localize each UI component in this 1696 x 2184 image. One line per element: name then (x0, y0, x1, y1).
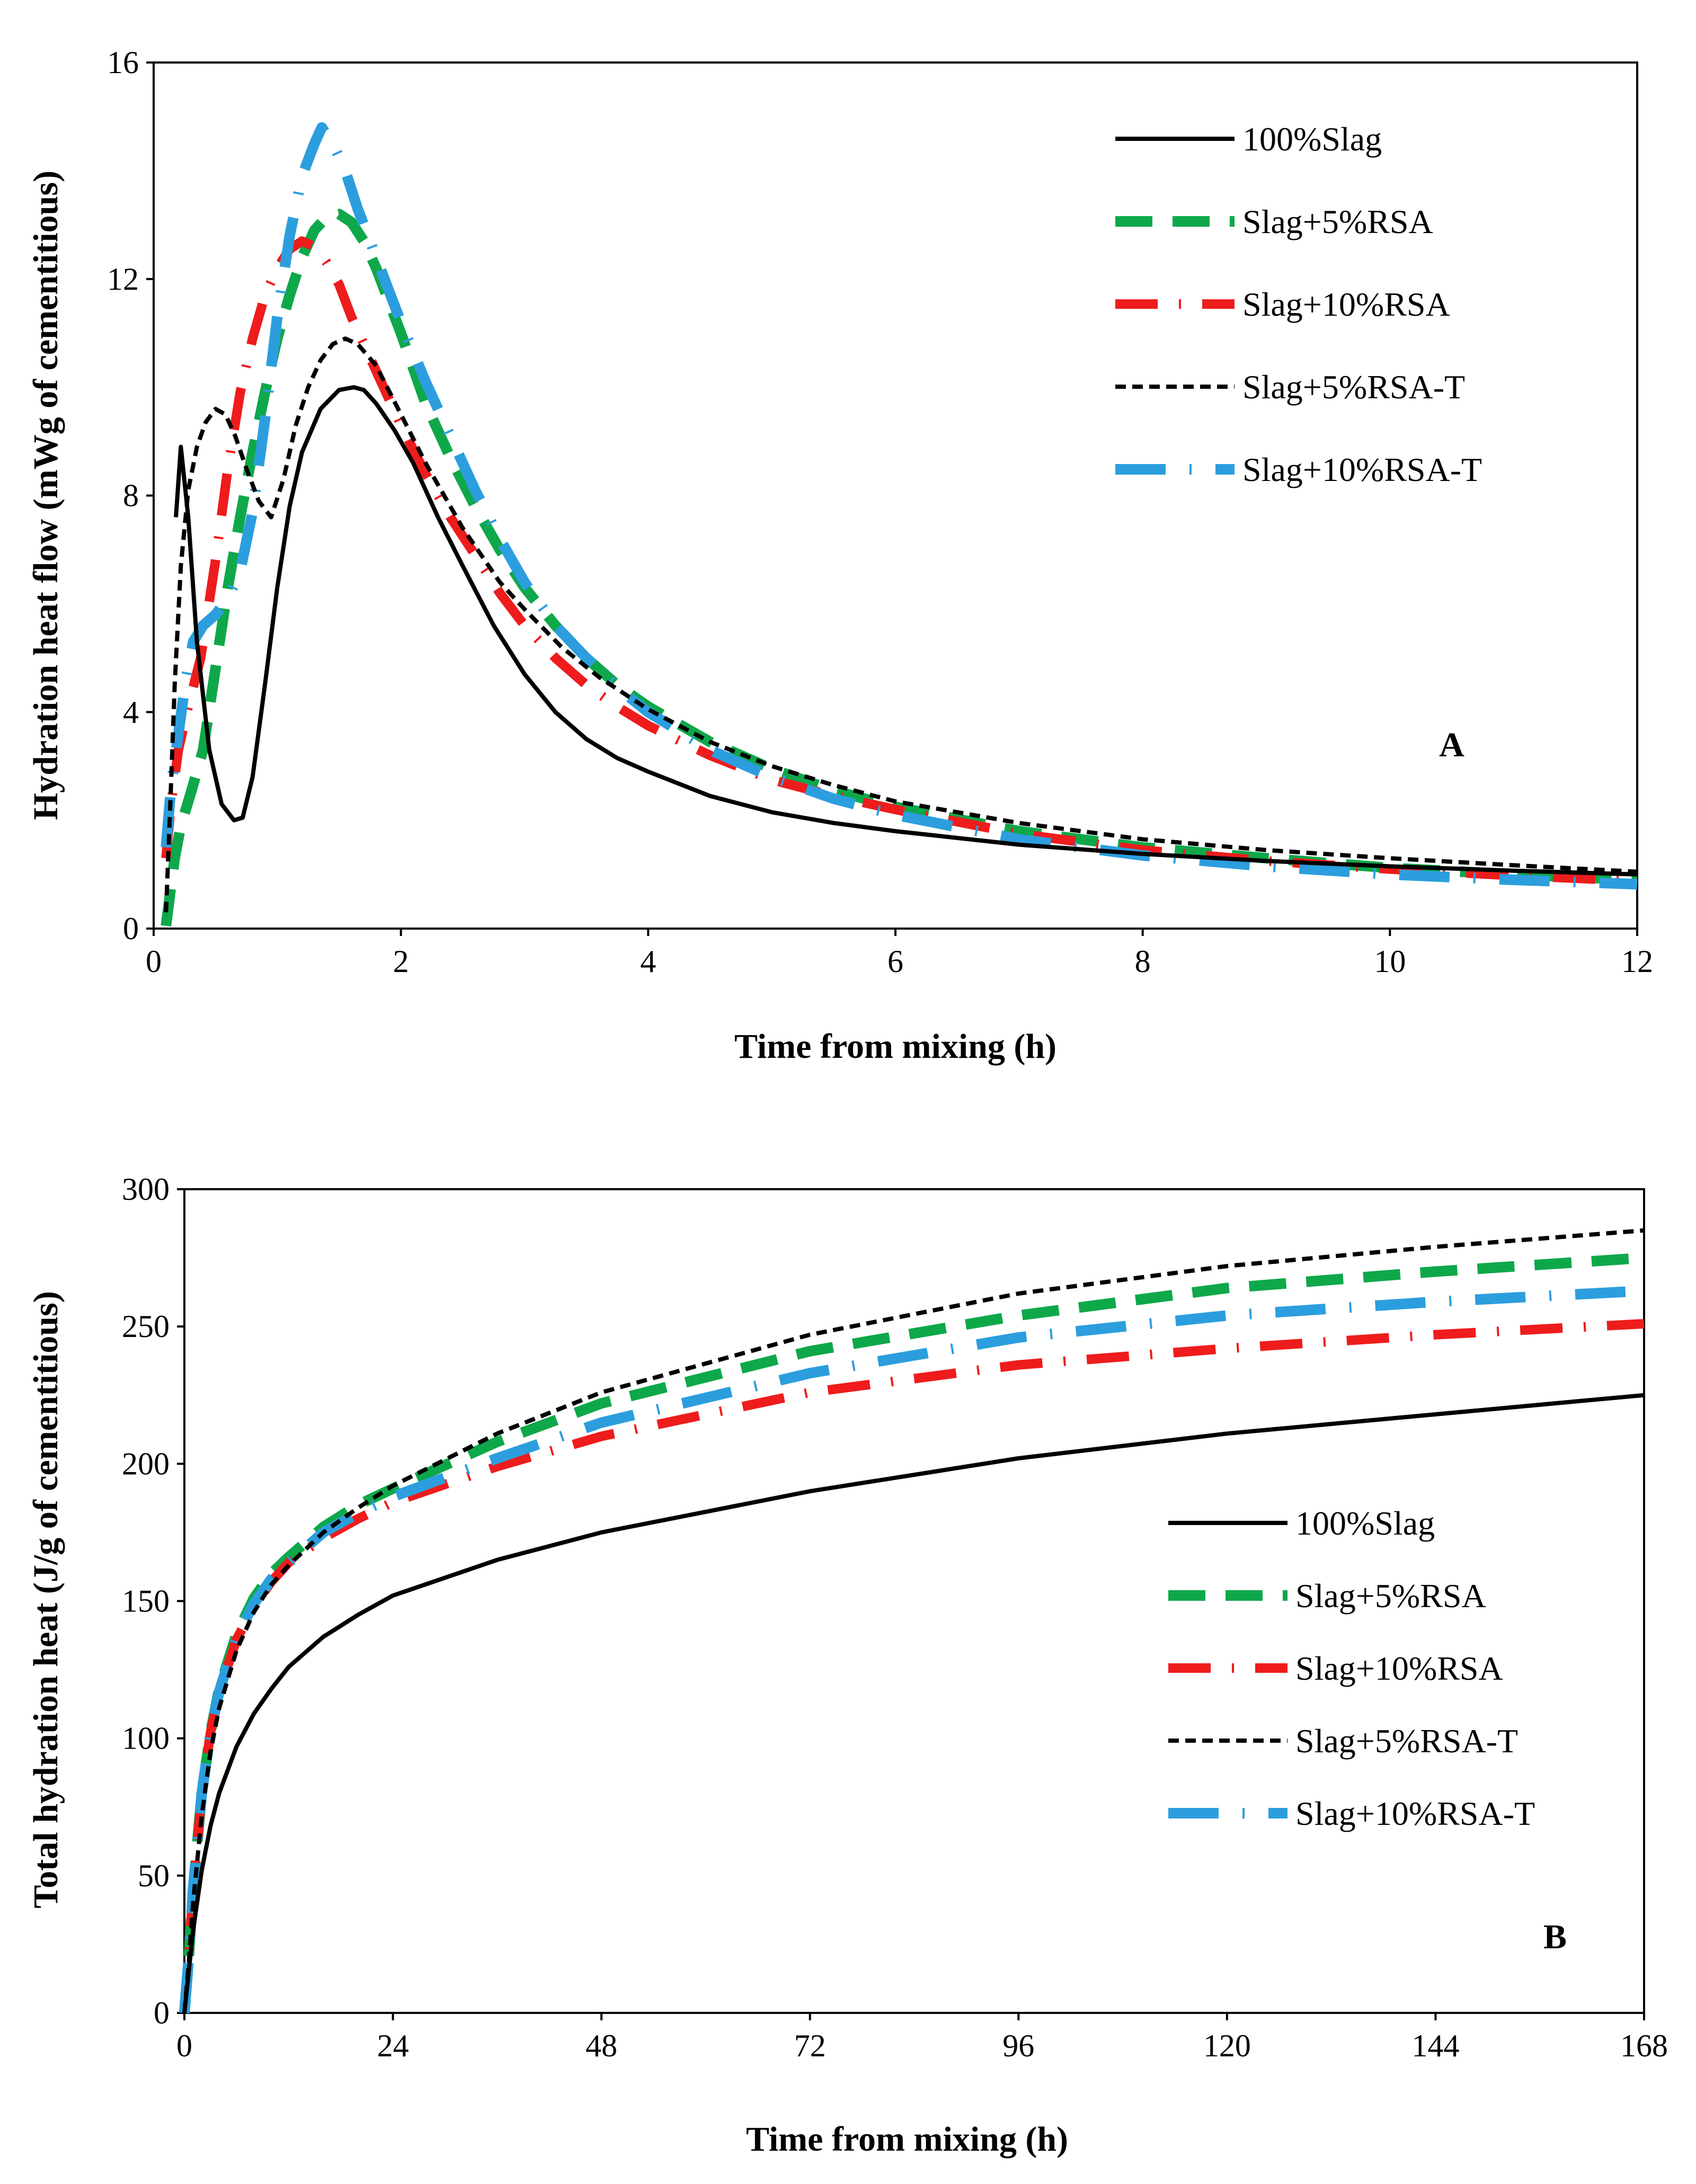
chart-a-series-slag-10-rsa (161, 236, 1638, 886)
chart-a-legend-label: Slag+10%RSA (1242, 286, 1450, 323)
chart-b-y-tick-label: 0 (154, 1995, 170, 2030)
chart-b-x-axis-label: Time from mixing (h) (746, 2120, 1068, 2159)
chart-a-x-axis-label: Time from mixing (h) (734, 1027, 1056, 1066)
chart-b-y-tick-label: 150 (122, 1584, 170, 1619)
chart-b-series-100-slag (182, 1393, 1645, 2013)
chart-a-series (161, 122, 1638, 927)
chart-a-legend-label: Slag+10%RSA-T (1242, 451, 1482, 488)
chart-b-legend: 100%Slag Slag+5%RSA Slag+10%RSA Slag+5%RSA-… (1168, 1504, 1535, 1832)
chart-a-plot-frame (153, 61, 1638, 930)
chart-b-y-axis-label: Total hydration heat (J/g of cementitiou… (26, 1291, 65, 1908)
chart-b-series-slag-5-rsa (179, 1252, 1645, 2013)
chart-a-legend-label: Slag+5%RSA (1242, 203, 1433, 240)
chart-a-x-tick-label: 2 (393, 944, 409, 979)
chart-a-x-tick-label: 12 (1621, 944, 1653, 979)
chart-a-y-tick-label: 16 (107, 45, 139, 80)
chart-a-series-slag-10-rsa-t (161, 122, 1638, 890)
chart-b-legend-label: Slag+10%RSA (1295, 1650, 1503, 1687)
chart-a-y-tick-label: 4 (123, 694, 139, 729)
chart-b-x-tick-label: 0 (176, 2028, 192, 2063)
chart-b-series-slag-10-rsa-t (179, 1285, 1645, 2013)
chart-b-series (179, 1228, 1645, 2013)
chart-a-legend-label: Slag+5%RSA-T (1242, 368, 1465, 406)
chart-a-axes (153, 61, 1638, 930)
chart-a-ticks: 0 2 4 6 8 10 12 0 4 8 12 16 (107, 45, 1653, 979)
chart-a-y-axis-label: Hydration heat flow (mWg of cementitious… (26, 171, 65, 820)
chart-b-x-tick-label: 120 (1203, 2028, 1251, 2063)
chart-b-legend-label: Slag+5%RSA-T (1295, 1722, 1518, 1760)
chart-a-x-tick-label: 8 (1135, 944, 1151, 979)
chart-b-y-tick-label: 250 (122, 1309, 170, 1344)
chart-a-series-100-slag (174, 385, 1638, 877)
chart-b-x-tick-label: 24 (377, 2028, 409, 2063)
chart-a-x-tick-label: 10 (1374, 944, 1406, 979)
chart-a: 0 2 4 6 8 10 12 0 4 8 12 16 Time from mixing (h) Hy… (26, 45, 1653, 1066)
chart-b-legend-label: Slag+5%RSA (1295, 1577, 1486, 1615)
chart-b-y-tick-label: 200 (122, 1446, 170, 1481)
chart-b-series-slag-5-rsa-t (182, 1228, 1645, 2013)
chart-a-x-tick-label: 6 (887, 944, 903, 979)
chart-b-panel-label: B (1543, 1918, 1567, 1956)
chart-b-x-tick-label: 48 (585, 2028, 617, 2063)
chart-a-y-tick-label: 12 (107, 262, 139, 297)
chart-b-legend-label: 100%Slag (1295, 1504, 1435, 1542)
chart-b-y-tick-label: 100 (122, 1721, 170, 1756)
chart-b-x-tick-label: 72 (794, 2028, 826, 2063)
chart-b-ticks: 0 24 48 72 96 120 144 168 0 50 100 150 200 250 300 (122, 1172, 1668, 2063)
chart-a-y-tick-label: 0 (123, 911, 139, 946)
chart-b-x-tick-label: 168 (1620, 2028, 1668, 2063)
chart-b-legend-label: Slag+10%RSA-T (1295, 1795, 1535, 1832)
chart-a-y-tick-label: 8 (123, 478, 139, 513)
chart-a-x-tick-label: 0 (146, 944, 162, 979)
chart-a-legend: 100%Slag Slag+5%RSA Slag+10%RSA Slag+5%RSA-… (1115, 120, 1482, 488)
chart-b-y-tick-label: 50 (138, 1858, 170, 1893)
chart-a-x-tick-label: 4 (640, 944, 656, 979)
chart-b-x-tick-label: 144 (1411, 2028, 1459, 2063)
chart-a-legend-label: 100%Slag (1242, 120, 1382, 158)
chart-b-y-tick-label: 300 (122, 1172, 170, 1207)
chart-b-x-tick-label: 96 (1002, 2028, 1034, 2063)
chart-b: 0 24 48 72 96 120 144 168 0 50 100 150 200 250 300 Tim… (26, 1172, 1668, 2159)
chart-a-series-slag-5-rsa-t (164, 336, 1638, 913)
chart-a-panel-label: A (1439, 726, 1464, 764)
